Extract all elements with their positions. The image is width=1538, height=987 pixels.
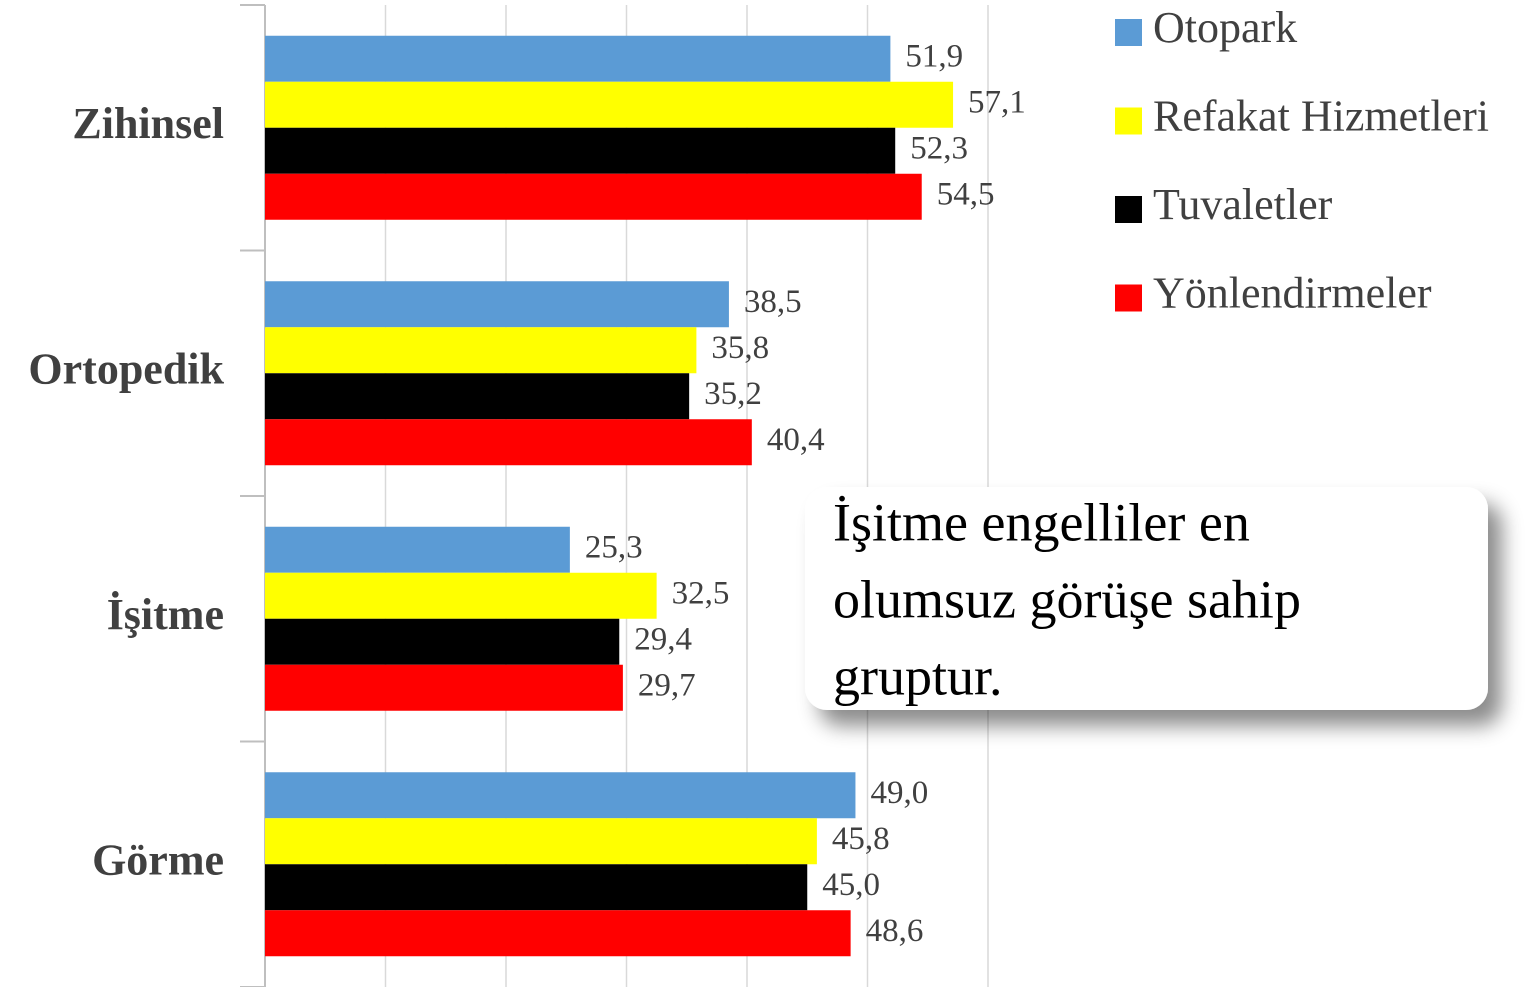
bar	[265, 526, 570, 573]
bar	[265, 35, 891, 82]
annotation-box	[805, 487, 1488, 710]
bar	[265, 81, 954, 128]
legend-swatch	[1115, 19, 1142, 46]
data-label: 38,5	[744, 284, 802, 320]
bar	[265, 910, 851, 957]
legend-label: Tuvaletler	[1153, 180, 1333, 229]
data-label: 35,2	[704, 376, 762, 412]
bar	[265, 281, 729, 328]
data-label: 49,0	[870, 775, 928, 811]
bar	[265, 664, 623, 711]
data-label: 51,9	[905, 38, 963, 74]
y-tick-label: Ortopedik	[28, 344, 224, 393]
legend-label: Refakat Hizmetleri	[1153, 92, 1489, 141]
legend-swatch	[1115, 196, 1142, 223]
y-tick-label: Zihinsel	[72, 99, 224, 148]
data-label: 45,0	[822, 867, 880, 903]
data-label: 54,5	[937, 176, 995, 212]
y-tick-label: Görme	[92, 835, 224, 884]
data-label: 35,8	[711, 330, 769, 366]
bar	[265, 327, 697, 374]
data-label: 40,4	[767, 422, 825, 458]
data-label: 29,4	[634, 621, 692, 657]
annotation: İşitme engelliler en olumsuz görüşe sahip…	[805, 487, 1488, 710]
bar	[265, 818, 817, 865]
annotation-text: gruptur.	[833, 646, 1003, 706]
bar	[265, 772, 856, 819]
bar	[265, 173, 922, 220]
bar	[265, 618, 620, 665]
y-tick-label: İşitme	[107, 590, 224, 639]
data-label: 32,5	[672, 575, 730, 611]
legend-swatch	[1115, 107, 1142, 135]
data-label: 57,1	[968, 84, 1026, 120]
bar	[265, 419, 752, 466]
annotation-text: olumsuz görüşe sahip	[833, 569, 1301, 629]
annotation-text: İşitme engelliler en	[833, 492, 1250, 552]
data-label: 48,6	[866, 913, 924, 949]
bar	[265, 373, 690, 420]
data-label: 52,3	[910, 130, 968, 166]
legend-label: Yönlendirmeler	[1153, 269, 1432, 318]
bar	[265, 127, 896, 174]
data-label: 29,7	[638, 667, 696, 703]
legend-label: Otopark	[1153, 3, 1297, 52]
legend-swatch	[1115, 284, 1142, 312]
data-label: 25,3	[585, 529, 643, 565]
data-label: 45,8	[832, 821, 890, 857]
bar	[265, 864, 808, 911]
bar	[265, 572, 657, 619]
